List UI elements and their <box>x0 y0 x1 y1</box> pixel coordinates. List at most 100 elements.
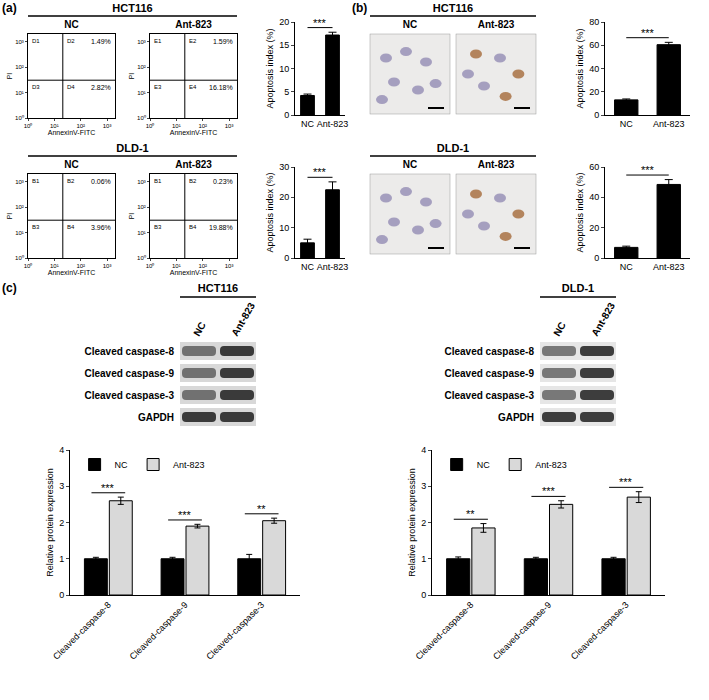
svg-text:Ant-823: Ant-823 <box>535 460 567 470</box>
svg-text:4: 4 <box>59 445 64 455</box>
svg-text:10: 10 <box>279 223 289 233</box>
svg-text:Ant-823: Ant-823 <box>478 159 515 170</box>
svg-text:60: 60 <box>589 162 599 172</box>
svg-text:3.96%: 3.96% <box>91 224 111 231</box>
svg-text:AnnexinV-FITC: AnnexinV-FITC <box>48 129 95 136</box>
svg-text:10³: 10³ <box>225 263 234 269</box>
svg-text:DLD-1: DLD-1 <box>562 282 594 294</box>
svg-text:Cleaved-caspase-3: Cleaved-caspase-3 <box>569 600 631 662</box>
svg-text:3: 3 <box>59 481 64 491</box>
svg-text:HCT116: HCT116 <box>433 2 473 14</box>
svg-text:PI: PI <box>6 73 13 80</box>
svg-text:Relative protein expression: Relative protein expression <box>407 468 417 577</box>
svg-text:Cleaved caspase-9: Cleaved caspase-9 <box>84 368 174 379</box>
svg-text:NC: NC <box>477 460 490 470</box>
svg-text:B1: B1 <box>154 178 162 184</box>
svg-text:10²: 10² <box>137 204 146 210</box>
svg-text:Ant-823: Ant-823 <box>175 159 212 170</box>
svg-text:E4: E4 <box>189 84 197 90</box>
svg-text:B3: B3 <box>154 224 162 230</box>
svg-text:5: 5 <box>284 87 289 97</box>
svg-text:10¹: 10¹ <box>15 90 24 96</box>
svg-text:Cleaved-caspase-9: Cleaved-caspase-9 <box>491 600 553 662</box>
svg-text:20: 20 <box>279 17 289 27</box>
svg-text:***: *** <box>542 485 556 497</box>
svg-text:10¹: 10¹ <box>137 90 146 96</box>
svg-text:1: 1 <box>59 554 64 564</box>
svg-text:B4: B4 <box>189 224 197 230</box>
svg-text:Cleaved-caspase-8: Cleaved-caspase-8 <box>51 600 113 662</box>
svg-text:10²: 10² <box>198 263 207 269</box>
svg-text:Relative protein expression: Relative protein expression <box>45 468 55 577</box>
svg-text:(c): (c) <box>2 281 17 295</box>
svg-text:10³: 10³ <box>137 179 146 185</box>
svg-text:10²: 10² <box>15 64 24 70</box>
svg-text:Ant-823: Ant-823 <box>653 262 685 272</box>
svg-text:0: 0 <box>59 590 64 600</box>
svg-text:Cleaved caspase-3: Cleaved caspase-3 <box>84 390 174 401</box>
svg-text:Apoptosis index (%): Apoptosis index (%) <box>265 28 275 108</box>
svg-text:NC: NC <box>301 119 314 129</box>
svg-text:**: ** <box>466 508 475 520</box>
svg-text:3: 3 <box>421 481 426 491</box>
svg-text:(b): (b) <box>352 1 367 15</box>
svg-text:NC: NC <box>403 19 417 30</box>
svg-text:B3: B3 <box>32 224 40 230</box>
svg-text:E1: E1 <box>154 38 162 44</box>
svg-text:10¹: 10¹ <box>50 123 59 129</box>
svg-text:60: 60 <box>589 40 599 50</box>
svg-text:30: 30 <box>279 162 289 172</box>
svg-text:Ant-823: Ant-823 <box>478 19 515 30</box>
svg-text:B4: B4 <box>67 224 75 230</box>
svg-text:0: 0 <box>594 110 599 120</box>
svg-text:10⁰: 10⁰ <box>15 254 24 261</box>
svg-text:10⁰: 10⁰ <box>137 114 146 121</box>
svg-text:1: 1 <box>421 554 426 564</box>
svg-text:NC: NC <box>620 119 633 129</box>
svg-text:Apoptosis index (%): Apoptosis index (%) <box>265 172 275 252</box>
svg-text:10³: 10³ <box>225 123 234 129</box>
svg-text:10²: 10² <box>76 123 85 129</box>
svg-text:GAPDH: GAPDH <box>498 412 534 423</box>
svg-text:B1: B1 <box>32 178 40 184</box>
svg-text:AnnexinV-FITC: AnnexinV-FITC <box>48 269 95 276</box>
svg-text:Cleaved caspase-3: Cleaved caspase-3 <box>444 390 534 401</box>
svg-text:20: 20 <box>589 87 599 97</box>
svg-text:Apoptosis index (%): Apoptosis index (%) <box>575 28 585 108</box>
svg-text:0: 0 <box>284 253 289 263</box>
svg-text:***: *** <box>641 27 655 39</box>
svg-text:10: 10 <box>279 64 289 74</box>
svg-text:***: *** <box>101 482 115 494</box>
svg-text:10³: 10³ <box>15 179 24 185</box>
svg-text:10³: 10³ <box>103 123 112 129</box>
svg-text:DLD-1: DLD-1 <box>437 142 469 154</box>
svg-text:0.06%: 0.06% <box>91 178 111 185</box>
svg-text:PI: PI <box>6 213 13 220</box>
svg-text:10¹: 10¹ <box>137 230 146 236</box>
svg-text:0.23%: 0.23% <box>213 178 233 185</box>
svg-text:Ant-823: Ant-823 <box>317 119 349 129</box>
svg-text:(a): (a) <box>2 1 17 15</box>
svg-text:Ant-823: Ant-823 <box>653 119 685 129</box>
svg-text:AnnexinV-FITC: AnnexinV-FITC <box>170 129 217 136</box>
svg-text:20: 20 <box>589 223 599 233</box>
svg-text:10¹: 10¹ <box>172 123 181 129</box>
svg-text:NC: NC <box>620 262 633 272</box>
svg-text:AnnexinV-FITC: AnnexinV-FITC <box>170 269 217 276</box>
svg-text:10¹: 10¹ <box>172 263 181 269</box>
svg-text:D1: D1 <box>32 38 40 44</box>
svg-text:Cleaved caspase-8: Cleaved caspase-8 <box>444 346 534 357</box>
svg-text:B2: B2 <box>189 178 197 184</box>
svg-text:HCT116: HCT116 <box>112 2 152 14</box>
svg-text:E3: E3 <box>154 84 162 90</box>
svg-text:Ant-823: Ant-823 <box>317 262 349 272</box>
svg-text:NC: NC <box>191 320 208 338</box>
svg-text:HCT116: HCT116 <box>198 282 238 294</box>
svg-text:D2: D2 <box>67 38 75 44</box>
svg-text:DLD-1: DLD-1 <box>116 142 148 154</box>
svg-text:10⁰: 10⁰ <box>146 262 155 269</box>
svg-text:2: 2 <box>59 518 64 528</box>
svg-text:2.82%: 2.82% <box>91 84 111 91</box>
svg-text:NC: NC <box>301 262 314 272</box>
svg-text:Apoptosis index (%): Apoptosis index (%) <box>575 172 585 252</box>
